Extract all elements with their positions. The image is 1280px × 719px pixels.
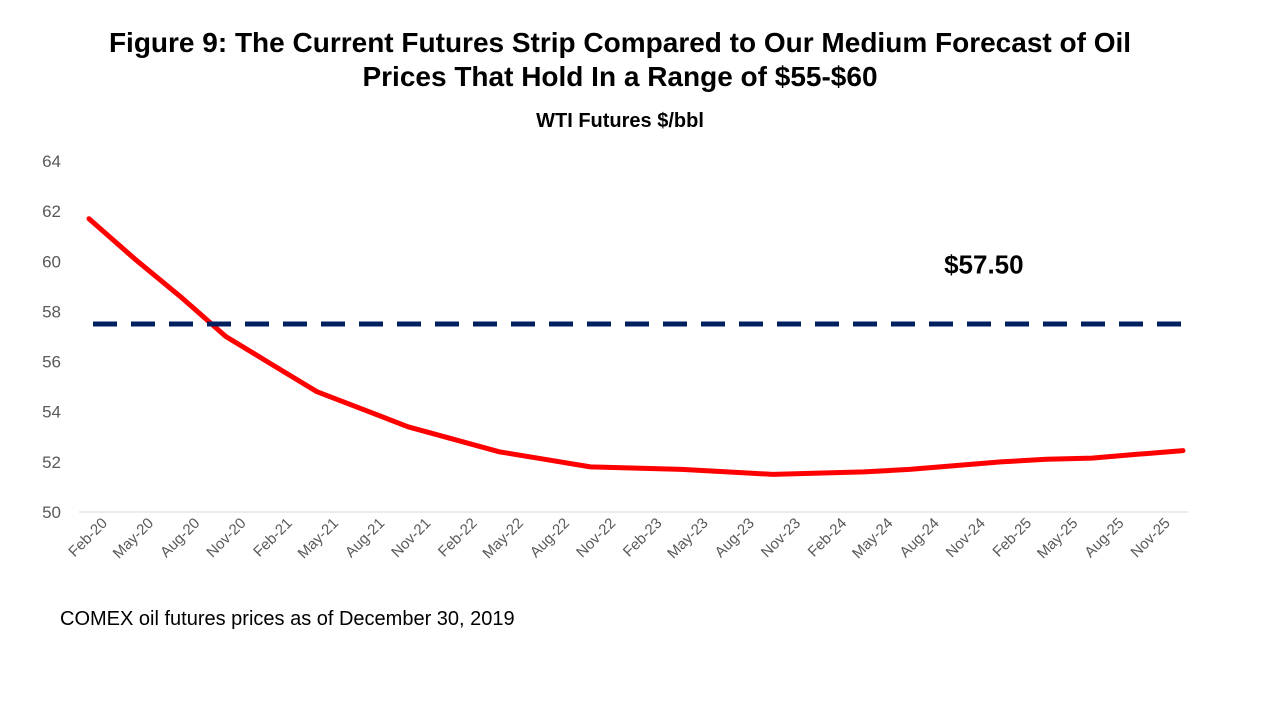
chart-subtitle: WTI Futures $/bbl	[536, 110, 704, 132]
y-tick-label: 54	[42, 403, 61, 422]
x-tick-label: Nov-20	[203, 515, 249, 561]
y-tick-label: 60	[42, 252, 61, 271]
x-tick-label: May-24	[849, 515, 896, 562]
x-tick-label: Aug-24	[896, 515, 942, 561]
x-tick-label: Nov-21	[388, 515, 434, 561]
x-tick-label: Aug-21	[342, 515, 388, 561]
x-tick-label: Nov-25	[1128, 515, 1174, 561]
chart-title-line-1: Figure 9: The Current Futures Strip Comp…	[108, 27, 1132, 58]
x-tick-label: Nov-22	[573, 515, 619, 561]
x-tick-label: Feb-25	[989, 515, 1035, 561]
y-tick-label: 56	[42, 353, 61, 372]
x-tick-label: Feb-20	[65, 515, 111, 561]
annotation-label: $57.50	[944, 249, 1024, 279]
x-tick-label: Aug-20	[157, 515, 203, 561]
x-tick-label: May-25	[1034, 515, 1081, 562]
y-tick-label: 64	[42, 152, 61, 171]
chart-title-line-2: Prices That Hold In a Range of $55-$60	[362, 61, 878, 92]
chart-title: Figure 9: The Current Futures Strip Comp…	[40, 26, 1200, 94]
x-tick-label: May-21	[295, 515, 342, 562]
x-tick-label: Aug-22	[527, 515, 573, 561]
y-tick-label: 52	[42, 453, 61, 472]
x-tick-label: Feb-22	[435, 515, 481, 561]
x-tick-label: Nov-23	[758, 515, 804, 561]
footnote: COMEX oil futures prices as of December …	[60, 608, 515, 630]
x-tick-label: May-23	[664, 515, 711, 562]
x-tick-label: Feb-24	[805, 515, 851, 561]
x-tick-label: May-20	[110, 515, 157, 562]
y-tick-label: 62	[42, 202, 61, 221]
x-tick-label: Aug-25	[1081, 515, 1127, 561]
x-tick-label: Aug-23	[712, 515, 758, 561]
futures-line	[86, 216, 1186, 477]
x-tick-label: Nov-24	[943, 515, 989, 561]
x-tick-label: Feb-23	[620, 515, 666, 561]
y-tick-label: 50	[42, 503, 61, 522]
x-tick-label: Feb-21	[250, 515, 296, 561]
y-tick-label: 58	[42, 302, 61, 321]
x-tick-label: May-22	[479, 515, 526, 562]
